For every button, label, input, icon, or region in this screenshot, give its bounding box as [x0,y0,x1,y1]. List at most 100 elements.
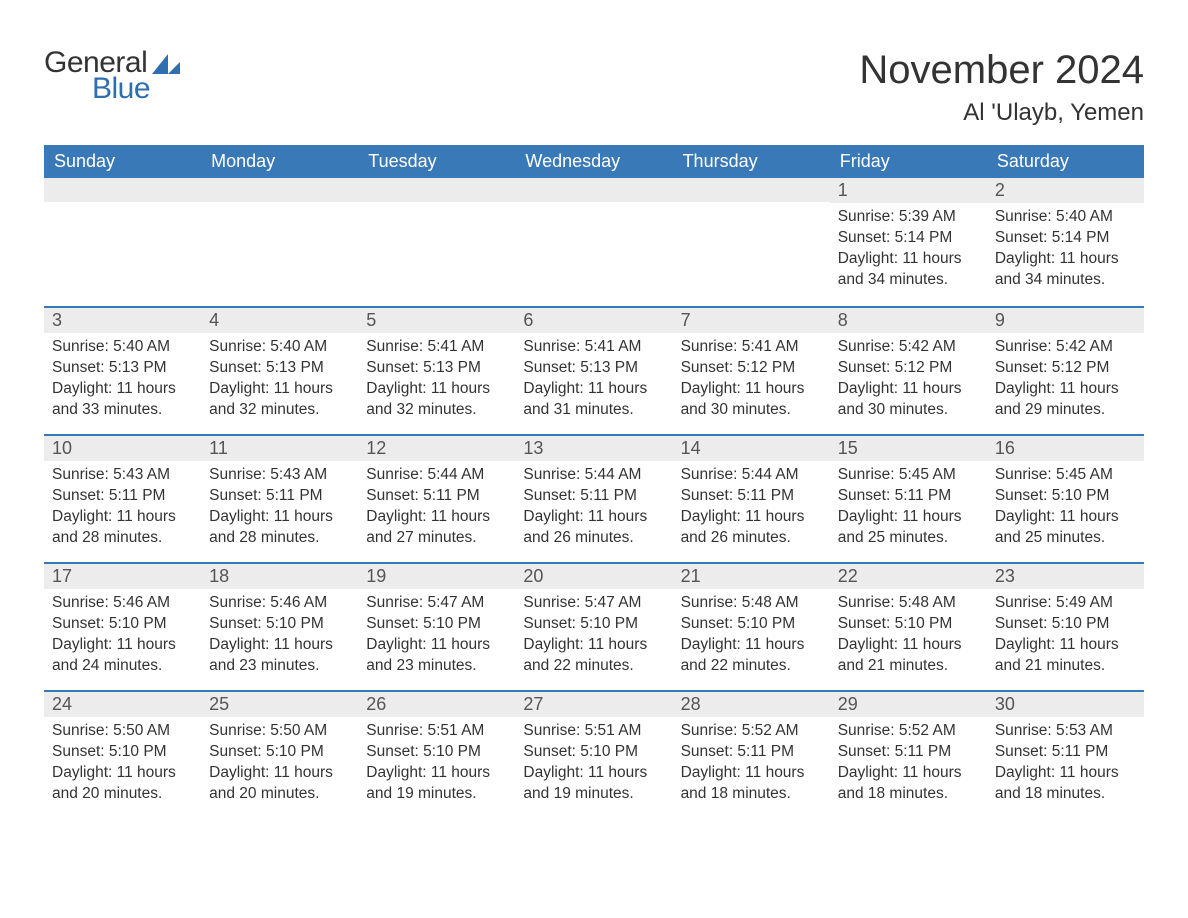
day-cell: 24Sunrise: 5:50 AMSunset: 5:10 PMDayligh… [44,692,201,818]
day-number: 16 [987,436,1144,461]
sunset-text: Sunset: 5:12 PM [995,358,1136,379]
day-body: Sunrise: 5:51 AMSunset: 5:10 PMDaylight:… [358,717,515,815]
sunset-text: Sunset: 5:14 PM [995,228,1136,249]
day-cell: 20Sunrise: 5:47 AMSunset: 5:10 PMDayligh… [515,564,672,690]
day-body: Sunrise: 5:42 AMSunset: 5:12 PMDaylight:… [830,333,987,431]
sunrise-text: Sunrise: 5:42 AM [838,337,979,358]
daylight-text: Daylight: 11 hours and 18 minutes. [995,763,1136,805]
week-row: 24Sunrise: 5:50 AMSunset: 5:10 PMDayligh… [44,690,1144,818]
sunset-text: Sunset: 5:10 PM [366,614,507,635]
day-cell: 3Sunrise: 5:40 AMSunset: 5:13 PMDaylight… [44,308,201,434]
daylight-text: Daylight: 11 hours and 19 minutes. [523,763,664,805]
day-number: 29 [830,692,987,717]
daylight-text: Daylight: 11 hours and 21 minutes. [838,635,979,677]
day-cell: 4Sunrise: 5:40 AMSunset: 5:13 PMDaylight… [201,308,358,434]
daylight-text: Daylight: 11 hours and 25 minutes. [995,507,1136,549]
day-number: 28 [673,692,830,717]
day-number [44,178,201,202]
daylight-text: Daylight: 11 hours and 19 minutes. [366,763,507,805]
sunrise-text: Sunrise: 5:53 AM [995,721,1136,742]
daylight-text: Daylight: 11 hours and 32 minutes. [366,379,507,421]
day-cell: 16Sunrise: 5:45 AMSunset: 5:10 PMDayligh… [987,436,1144,562]
day-number: 14 [673,436,830,461]
sunrise-text: Sunrise: 5:47 AM [366,593,507,614]
day-body: Sunrise: 5:43 AMSunset: 5:11 PMDaylight:… [44,461,201,559]
day-number: 2 [987,178,1144,203]
daylight-text: Daylight: 11 hours and 22 minutes. [523,635,664,677]
day-number [515,178,672,202]
day-cell: 12Sunrise: 5:44 AMSunset: 5:11 PMDayligh… [358,436,515,562]
day-body [358,202,515,216]
day-cell: 5Sunrise: 5:41 AMSunset: 5:13 PMDaylight… [358,308,515,434]
empty-day-cell [515,178,672,306]
day-body [44,202,201,216]
week-row: 3Sunrise: 5:40 AMSunset: 5:13 PMDaylight… [44,306,1144,434]
sunrise-text: Sunrise: 5:52 AM [681,721,822,742]
logo-flag-icon [152,54,180,74]
sunset-text: Sunset: 5:10 PM [523,614,664,635]
sunset-text: Sunset: 5:10 PM [838,614,979,635]
sunrise-text: Sunrise: 5:41 AM [366,337,507,358]
day-cell: 9Sunrise: 5:42 AMSunset: 5:12 PMDaylight… [987,308,1144,434]
day-number: 17 [44,564,201,589]
day-body: Sunrise: 5:50 AMSunset: 5:10 PMDaylight:… [44,717,201,815]
day-body [515,202,672,216]
day-number: 25 [201,692,358,717]
sunrise-text: Sunrise: 5:46 AM [52,593,193,614]
sunset-text: Sunset: 5:10 PM [366,742,507,763]
empty-day-cell [358,178,515,306]
empty-day-cell [673,178,830,306]
sunset-text: Sunset: 5:11 PM [523,486,664,507]
sunset-text: Sunset: 5:10 PM [209,614,350,635]
week-row: 17Sunrise: 5:46 AMSunset: 5:10 PMDayligh… [44,562,1144,690]
daylight-text: Daylight: 11 hours and 26 minutes. [523,507,664,549]
day-number: 22 [830,564,987,589]
day-body: Sunrise: 5:47 AMSunset: 5:10 PMDaylight:… [515,589,672,687]
daylight-text: Daylight: 11 hours and 34 minutes. [838,249,979,291]
sunset-text: Sunset: 5:11 PM [52,486,193,507]
daylight-text: Daylight: 11 hours and 28 minutes. [52,507,193,549]
day-number: 7 [673,308,830,333]
header-region: General Blue November 2024 Al 'Ulayb, Ye… [44,48,1144,127]
daylight-text: Daylight: 11 hours and 26 minutes. [681,507,822,549]
day-number: 3 [44,308,201,333]
sunset-text: Sunset: 5:13 PM [52,358,193,379]
day-number: 27 [515,692,672,717]
weekday-header: Tuesday [358,145,515,178]
day-body: Sunrise: 5:43 AMSunset: 5:11 PMDaylight:… [201,461,358,559]
sunset-text: Sunset: 5:10 PM [523,742,664,763]
daylight-text: Daylight: 11 hours and 21 minutes. [995,635,1136,677]
daylight-text: Daylight: 11 hours and 22 minutes. [681,635,822,677]
daylight-text: Daylight: 11 hours and 34 minutes. [995,249,1136,291]
sunrise-text: Sunrise: 5:50 AM [52,721,193,742]
sunset-text: Sunset: 5:11 PM [209,486,350,507]
weekday-header: Thursday [673,145,830,178]
sunrise-text: Sunrise: 5:42 AM [995,337,1136,358]
day-number: 24 [44,692,201,717]
weekday-header: Saturday [987,145,1144,178]
day-body: Sunrise: 5:52 AMSunset: 5:11 PMDaylight:… [830,717,987,815]
sunrise-text: Sunrise: 5:47 AM [523,593,664,614]
daylight-text: Daylight: 11 hours and 25 minutes. [838,507,979,549]
daylight-text: Daylight: 11 hours and 23 minutes. [209,635,350,677]
day-cell: 1Sunrise: 5:39 AMSunset: 5:14 PMDaylight… [830,178,987,306]
day-cell: 22Sunrise: 5:48 AMSunset: 5:10 PMDayligh… [830,564,987,690]
sunset-text: Sunset: 5:14 PM [838,228,979,249]
weekday-header: Wednesday [515,145,672,178]
weekday-header-row: SundayMondayTuesdayWednesdayThursdayFrid… [44,145,1144,178]
day-number: 20 [515,564,672,589]
day-cell: 26Sunrise: 5:51 AMSunset: 5:10 PMDayligh… [358,692,515,818]
day-cell: 14Sunrise: 5:44 AMSunset: 5:11 PMDayligh… [673,436,830,562]
day-number: 1 [830,178,987,203]
daylight-text: Daylight: 11 hours and 30 minutes. [681,379,822,421]
logo-blue: Blue [92,74,150,104]
logo-text: General Blue [44,48,150,104]
day-body: Sunrise: 5:40 AMSunset: 5:14 PMDaylight:… [987,203,1144,301]
day-number: 10 [44,436,201,461]
sunset-text: Sunset: 5:13 PM [366,358,507,379]
sunrise-text: Sunrise: 5:46 AM [209,593,350,614]
day-body: Sunrise: 5:41 AMSunset: 5:12 PMDaylight:… [673,333,830,431]
sunset-text: Sunset: 5:12 PM [681,358,822,379]
day-cell: 15Sunrise: 5:45 AMSunset: 5:11 PMDayligh… [830,436,987,562]
day-number: 30 [987,692,1144,717]
